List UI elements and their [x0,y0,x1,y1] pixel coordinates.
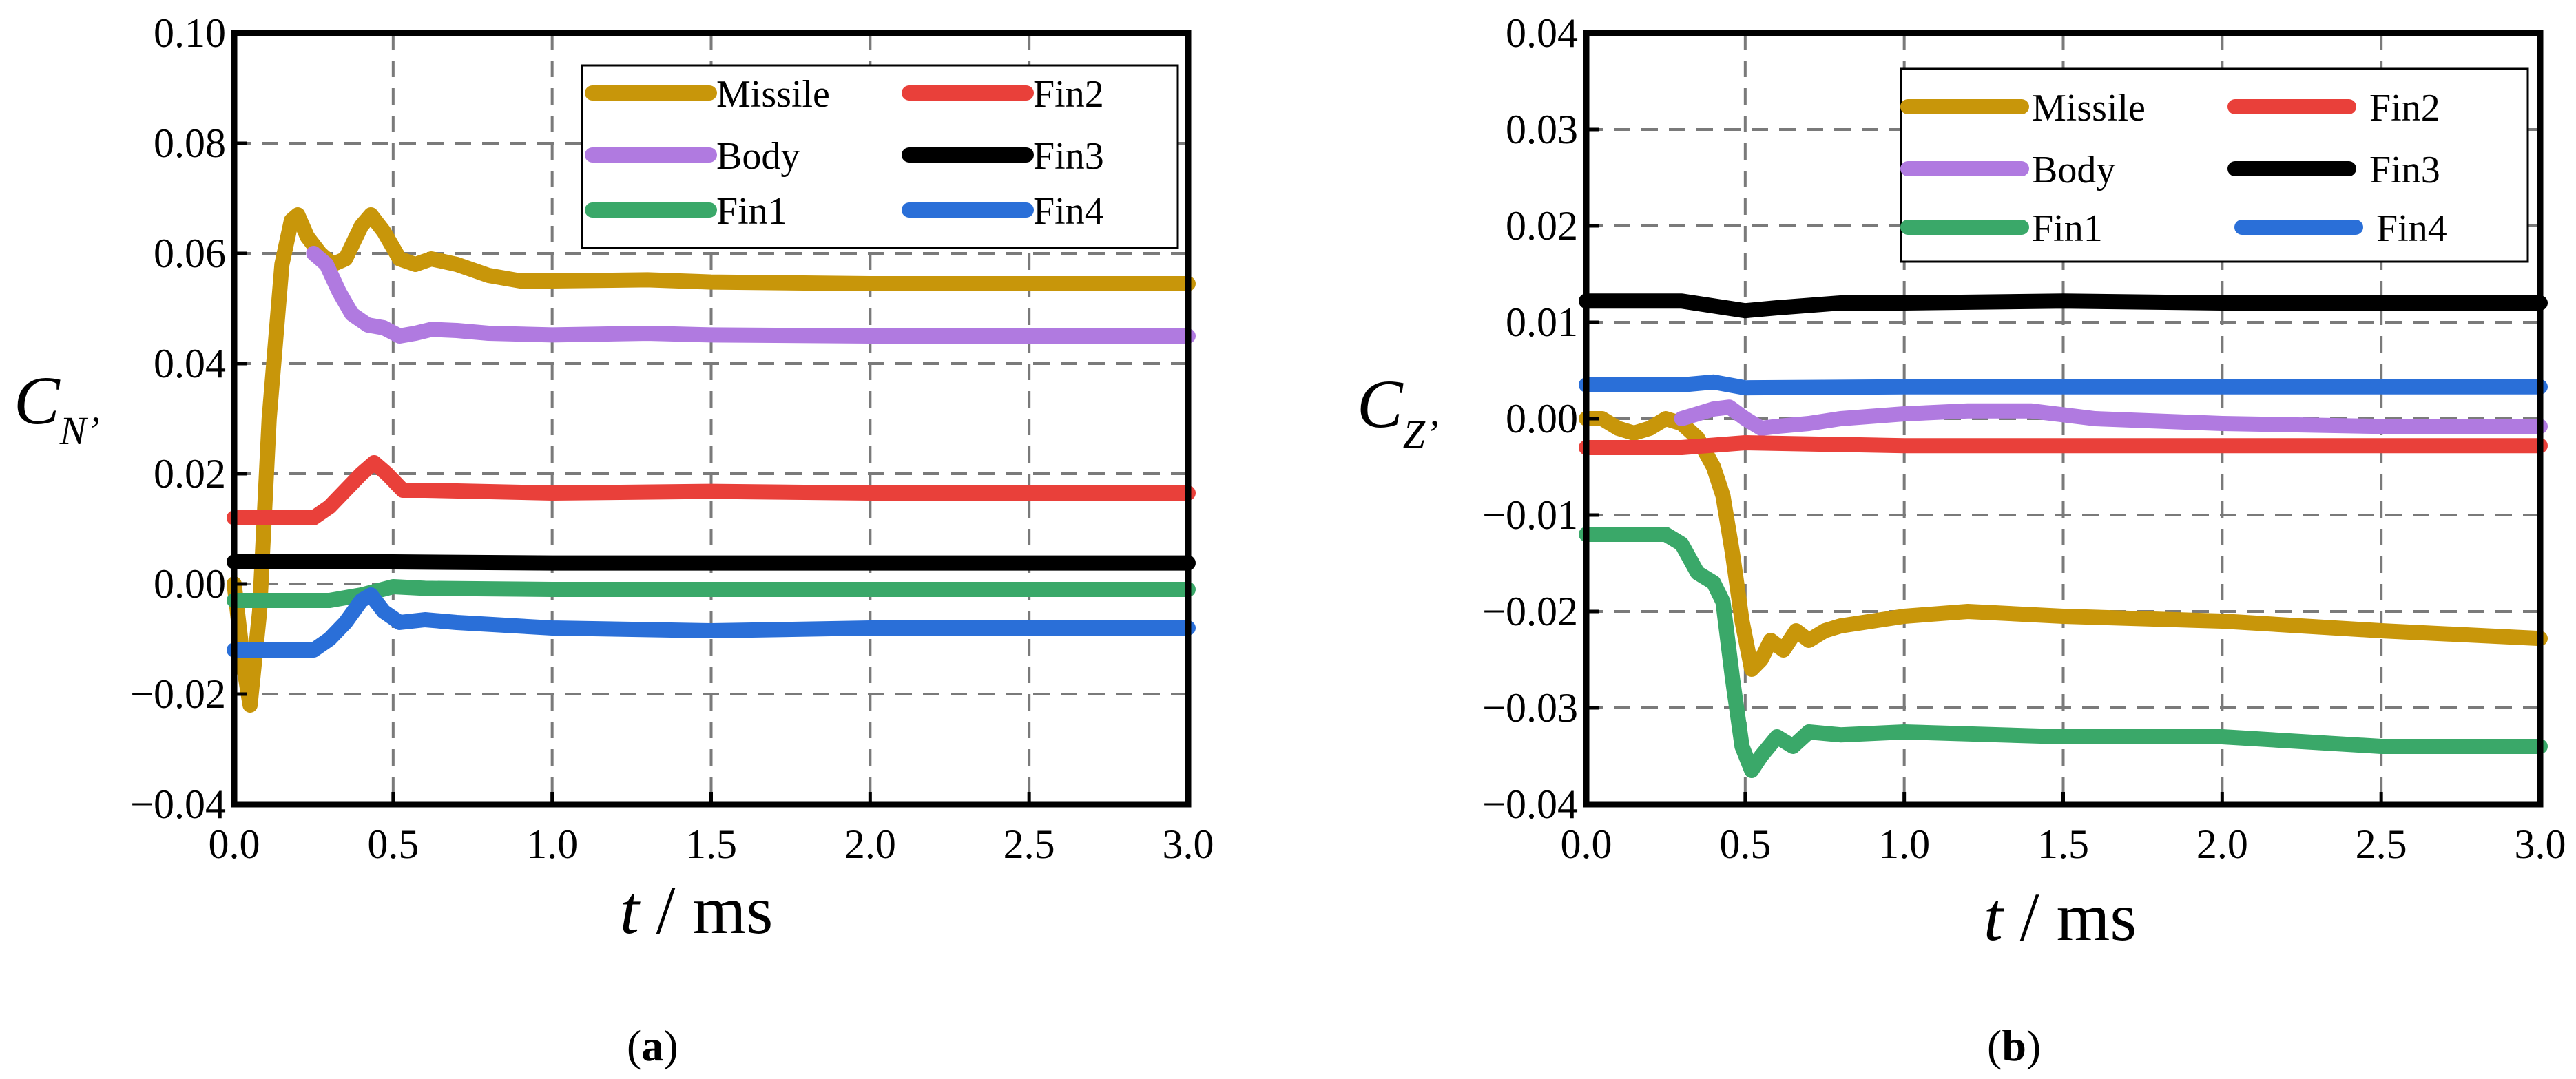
ticks-a: 0.0 0.5 1.0 1.5 2.0 2.5 3.0 −0.04 −0.02 0.00 0.02 0… [130,10,1214,867]
series-b [1579,293,2548,778]
legend-label-fin4: Fin4 [1033,190,1104,233]
x-tick-label: 1.0 [1878,821,1930,867]
legend-label-fin3: Fin3 [1033,135,1104,178]
series-line-body [1674,399,2548,436]
panel-b: 0.0 0.5 1.0 1.5 2.0 2.5 3.0 −0.04 −0.03 −0.02 −0.0… [1357,10,2566,1070]
legend-a: Missile Body Fin1 Fin2 Fin3 Fin4 [581,64,1179,249]
series-line-fin1 [227,579,1196,608]
y-tick-label: −0.02 [130,671,226,717]
y-tick-label: 0.08 [154,121,226,166]
series-line-fin3 [227,554,1196,571]
xlabel-b: t / ms [1984,879,2137,955]
series-line-fin4 [227,587,1196,658]
x-tick-label: 1.5 [2037,821,2089,867]
y-tick-label: 0.00 [154,561,226,607]
x-tick-label: 1.0 [526,821,578,867]
x-tick-label: 3.0 [2515,821,2566,867]
x-tick-label: 0.0 [1561,821,1612,867]
series-a [227,207,1196,713]
x-tick-label: 2.0 [844,821,896,867]
series-line-body [306,246,1196,344]
panel-label-a: (a) [627,1021,678,1070]
y-tick-label: −0.04 [130,782,226,827]
y-tick-label: 0.03 [1506,107,1578,152]
y-tick-label: −0.01 [1482,492,1578,538]
x-tick-label: 2.0 [2196,821,2248,867]
x-tick-label: 2.5 [2356,821,2407,867]
panel-label-b: (b) [1987,1021,2041,1070]
legend-label-fin1: Fin1 [716,190,787,233]
ylabel-b: CZ’ [1357,366,1438,457]
x-tick-label: 0.0 [209,821,260,867]
x-tick-label: 1.5 [685,821,737,867]
series-line-fin2 [227,455,1196,525]
y-tick-label: 0.06 [154,231,226,276]
y-tick-label: −0.02 [1482,589,1578,634]
y-tick-label: −0.04 [1482,782,1578,827]
series-line-fin2 [1579,435,2548,455]
legend-label-body: Body [2032,149,2115,191]
ticks-b: 0.0 0.5 1.0 1.5 2.0 2.5 3.0 −0.04 −0.03 −0.02 −0.0… [1482,10,2566,867]
panel-a: 0.0 0.5 1.0 1.5 2.0 2.5 3.0 −0.04 −0.02 0.00 0.02 0… [14,10,1214,1070]
x-tick-label: 2.5 [1004,821,1055,867]
legend-label-fin2: Fin2 [1033,73,1104,116]
y-tick-label: 0.00 [1506,396,1578,441]
y-tick-label: 0.02 [1506,203,1578,249]
series-line-fin4 [1579,374,2548,396]
xlabel-a: t / ms [620,872,773,948]
ylabel-a: CN’ [14,362,100,453]
legend-b: Missile Body Fin1 Fin2 Fin3 Fin4 [1900,67,2529,263]
legend-label-fin4: Fin4 [2376,207,2447,250]
y-tick-label: −0.03 [1482,685,1578,731]
legend-label-missile: Missile [2032,87,2146,129]
legend-label-missile: Missile [716,73,830,116]
series-line-missile [1579,411,2548,677]
legend-label-body: Body [716,135,800,178]
legend-label-fin1: Fin1 [2032,207,2103,250]
series-line-fin3 [1579,293,2548,319]
y-tick-label: 0.01 [1506,300,1578,345]
x-tick-label: 0.5 [1719,821,1771,867]
y-tick-label: 0.02 [154,451,226,496]
legend-label-fin2: Fin2 [2369,87,2440,129]
series-line-fin1 [1579,527,2548,778]
legend-label-fin3: Fin3 [2369,149,2440,191]
y-tick-label: 0.04 [1506,10,1578,56]
y-tick-label: 0.10 [154,10,226,56]
x-tick-label: 3.0 [1163,821,1214,867]
series-line-missile [227,207,1196,713]
x-tick-label: 0.5 [367,821,419,867]
y-tick-label: 0.04 [154,341,226,386]
